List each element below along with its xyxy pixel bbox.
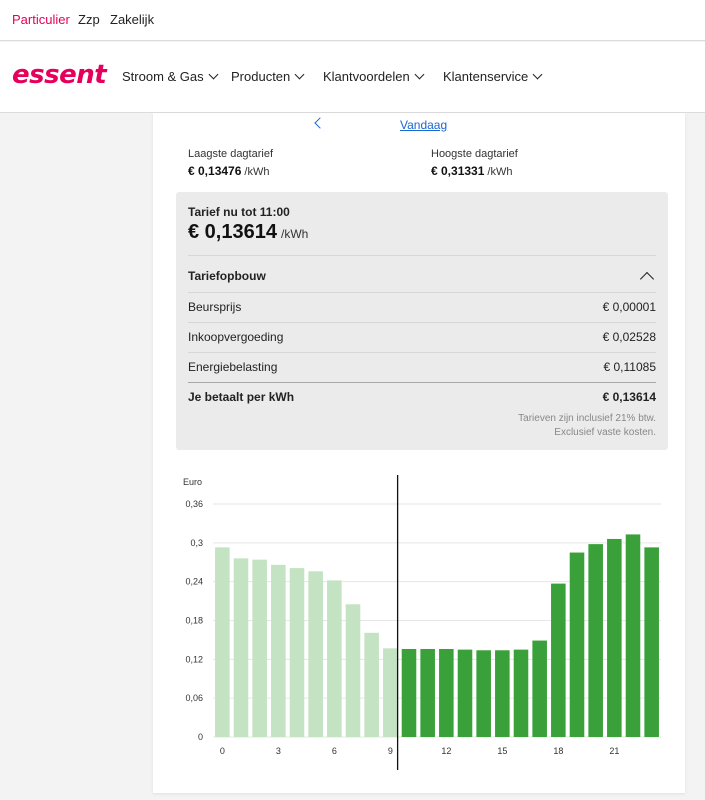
hourly-price-chart-svg: Euro 0 0,06 0,12 0,18 0,24 0,3 0,36 0 3 6 9 12 15 18… <box>183 475 661 770</box>
y-tick-label: 0,36 <box>185 499 203 509</box>
nav-producten[interactable]: Producten <box>231 69 305 84</box>
current-rate: € 0,13614/kWh <box>188 221 308 244</box>
segment-zzp-link[interactable]: Zzp <box>78 12 100 27</box>
y-tick-label: 0,18 <box>185 616 203 626</box>
current-rate-label: Tarief nu tot 11:00 <box>188 205 290 219</box>
bar-hour-8 <box>364 632 379 737</box>
x-tick-label: 21 <box>609 746 619 756</box>
vat-note: Tarieven zijn inclusief 21% btw. <box>518 413 656 424</box>
tariff-card: Vandaag Laagste dagtarief € 0,13476/kWh … <box>153 113 685 793</box>
bar-hour-11 <box>420 648 435 737</box>
x-tick-labels: 0 3 6 9 12 15 18 21 <box>220 746 620 756</box>
current-rate-value: € 0,13614 <box>188 221 277 243</box>
main-navigation: essent Stroom & Gas Producten Klantvoord… <box>0 42 705 113</box>
hourly-price-chart: Euro 0 0,06 0,12 0,18 0,24 0,3 0,36 0 3 6 9 12 15 18… <box>153 473 685 773</box>
bar-hour-10 <box>401 648 417 737</box>
bar-hour-22 <box>625 534 641 737</box>
nav-stroom-gas-label: Stroom & Gas <box>122 69 204 84</box>
bar-hour-2 <box>252 559 267 737</box>
bar-hour-14 <box>476 650 491 737</box>
nav-klantvoordelen[interactable]: Klantvoordelen <box>323 69 425 84</box>
highest-rate-label: Hoogste dagtarief <box>431 148 518 160</box>
lowest-rate-value: € 0,13476 <box>188 164 242 178</box>
current-rate-unit: /kWh <box>280 227 309 241</box>
chevron-up-icon[interactable] <box>639 271 655 287</box>
segment-zakelijk-link[interactable]: Zakelijk <box>110 12 155 27</box>
highest-rate: € 0,31331/kWh <box>431 164 512 178</box>
total-value: € 0,13614 <box>602 390 656 404</box>
bar-hour-13 <box>457 649 473 737</box>
breakdown-label-energiebelasting: Energiebelasting <box>188 360 278 374</box>
total-label: Je betaalt per kWh <box>188 390 295 404</box>
highest-rate-unit: /kWh <box>487 166 513 178</box>
bar-hour-19 <box>569 552 585 737</box>
divider <box>188 382 656 383</box>
fixed-costs-note: Exclusief vaste kosten. <box>554 427 656 438</box>
bar-hour-12 <box>439 648 454 737</box>
day-navigation: Vandaag <box>153 113 685 138</box>
essent-logo[interactable]: essent <box>12 60 107 90</box>
bar-hour-6 <box>327 580 342 737</box>
y-axis-label: Euro <box>183 477 202 487</box>
chevron-down-icon <box>532 69 543 80</box>
x-tick-label: 9 <box>388 746 393 756</box>
nav-stroom-gas[interactable]: Stroom & Gas <box>122 69 219 84</box>
chart-grid <box>213 503 661 738</box>
divider <box>188 255 656 256</box>
breakdown-value-energiebelasting: € 0,11085 <box>603 360 657 374</box>
breakdown-label-inkoopvergoeding: Inkoopvergoeding <box>188 330 284 344</box>
highest-rate-value: € 0,31331 <box>431 164 485 178</box>
bar-hour-0 <box>215 547 230 737</box>
current-rate-panel: Tarief nu tot 11:00 € 0,13614/kWh Tarief… <box>176 192 668 450</box>
bar-hour-5 <box>308 571 323 737</box>
nav-klantvoordelen-label: Klantvoordelen <box>323 69 410 84</box>
x-tick-label: 18 <box>553 746 563 756</box>
bar-hour-9 <box>383 648 398 737</box>
nav-producten-label: Producten <box>231 69 291 84</box>
y-tick-label: 0 <box>198 732 203 742</box>
bar-hour-20 <box>588 544 603 737</box>
chevron-left-icon[interactable] <box>314 117 326 129</box>
bar-hour-16 <box>513 649 529 737</box>
y-tick-label: 0,12 <box>185 654 203 664</box>
divider <box>188 352 656 353</box>
x-tick-label: 0 <box>220 746 225 756</box>
y-tick-label: 0,06 <box>185 693 203 703</box>
bar-hour-1 <box>233 558 249 737</box>
bar-hour-7 <box>345 604 361 737</box>
y-tick-labels: 0 0,06 0,12 0,18 0,24 0,3 0,36 <box>185 499 203 742</box>
bar-hour-23 <box>644 547 659 737</box>
nav-klantenservice-label: Klantenservice <box>443 69 529 84</box>
x-tick-label: 15 <box>497 746 507 756</box>
bar-hour-3 <box>271 564 286 737</box>
divider <box>188 322 656 323</box>
breakdown-value-inkoopvergoeding: € 0,02528 <box>602 330 656 344</box>
segment-particulier-link[interactable]: Particulier <box>12 12 70 27</box>
x-tick-label: 12 <box>441 746 451 756</box>
lowest-rate-unit: /kWh <box>244 166 270 178</box>
y-tick-label: 0,24 <box>185 577 203 587</box>
breakdown-label-beursprijs: Beursprijs <box>188 300 242 314</box>
bar-hour-18 <box>551 583 566 737</box>
chevron-down-icon <box>414 69 425 80</box>
breakdown-title[interactable]: Tariefopbouw <box>188 269 266 283</box>
x-tick-label: 3 <box>276 746 281 756</box>
nav-klantenservice[interactable]: Klantenservice <box>443 69 543 84</box>
bar-hour-21 <box>607 538 622 737</box>
chevron-down-icon <box>294 69 305 80</box>
bar-hour-15 <box>495 650 510 737</box>
breakdown-value-beursprijs: € 0,00001 <box>602 300 656 314</box>
y-tick-label: 0,3 <box>190 538 203 548</box>
segment-bar: Particulier Zzp Zakelijk <box>0 0 705 41</box>
divider <box>188 292 656 293</box>
today-link[interactable]: Vandaag <box>400 118 448 132</box>
bar-hour-17 <box>532 640 547 737</box>
chart-bars <box>215 534 659 737</box>
chevron-down-icon <box>208 69 219 80</box>
x-tick-label: 6 <box>332 746 337 756</box>
lowest-rate-label: Laagste dagtarief <box>188 148 274 160</box>
bar-hour-4 <box>289 568 305 737</box>
lowest-rate: € 0,13476/kWh <box>188 164 269 178</box>
